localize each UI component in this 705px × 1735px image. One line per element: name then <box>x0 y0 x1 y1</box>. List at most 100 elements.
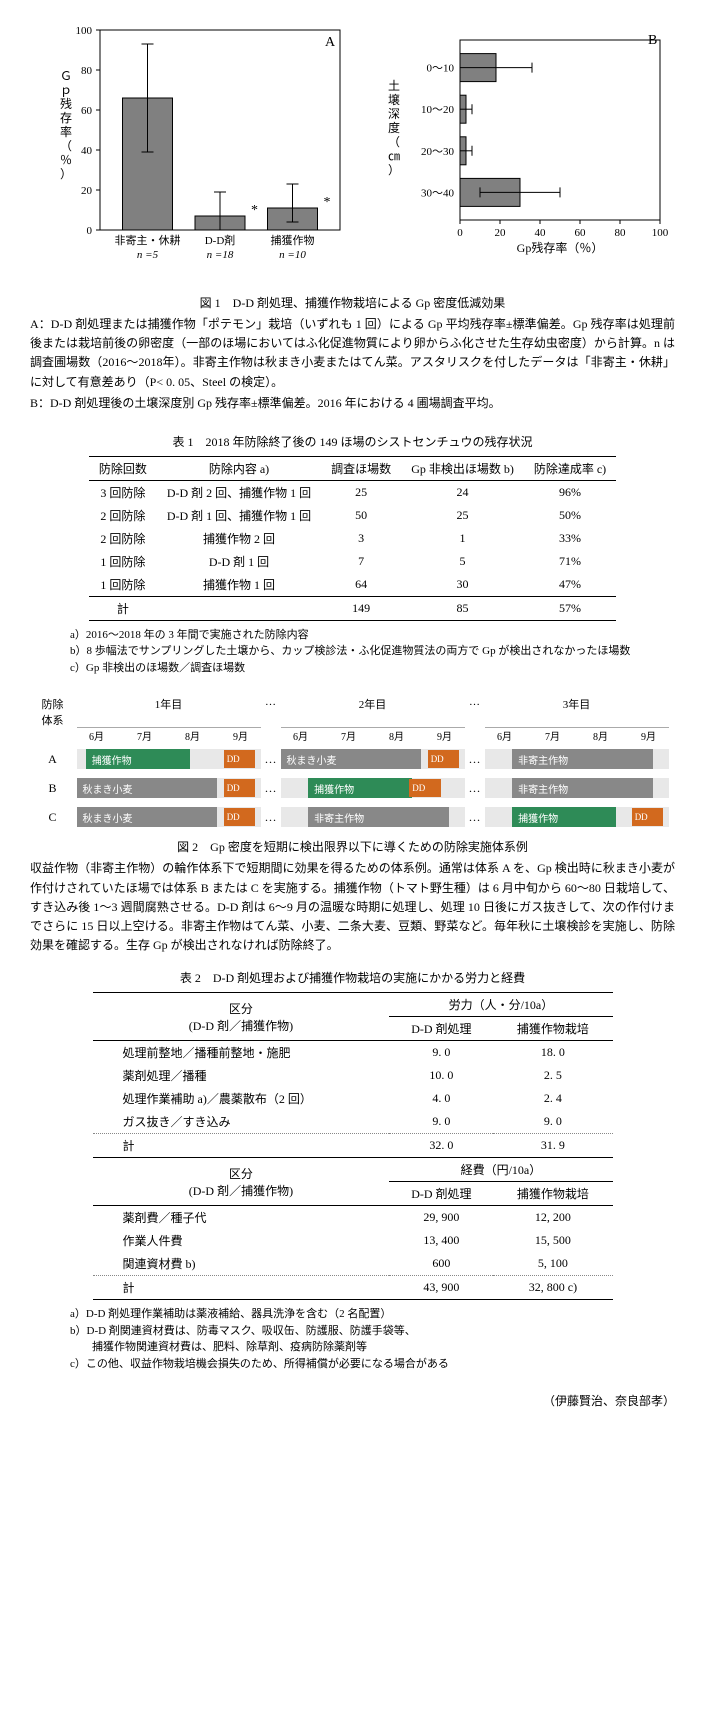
table2-cell: 処理前整地／播種前整地・施肥 <box>93 1041 390 1065</box>
sched-month: 7月 <box>529 728 577 743</box>
table1-cell: 96% <box>524 480 616 504</box>
sched-cell: 秋まき小麦 DD <box>281 749 465 769</box>
table1-sum: 計 <box>89 596 157 620</box>
sched-month: 9月 <box>421 728 469 743</box>
sched-item: 秋まき小麦 <box>77 807 218 827</box>
table1-sum <box>157 596 321 620</box>
sched-cell: 秋まき小麦DD <box>77 807 261 827</box>
sched-month: 7月 <box>121 728 169 743</box>
table1-header: Gp 非検出ほ場数 b) <box>401 456 524 480</box>
sched-item: 捕獲作物 <box>308 778 412 798</box>
table1-cell: 3 <box>321 527 401 550</box>
sched-month: 7月 <box>325 728 373 743</box>
sched-month: 8月 <box>577 728 625 743</box>
chart-a: 020406080100Ｇｐ残存率（％）非寄主・休耕n =5*D-D剤n =18… <box>30 20 350 284</box>
table1-cell: 64 <box>321 573 401 597</box>
sched-item: DD <box>428 750 460 768</box>
table2-title: 表 2 D-D 剤処理および捕獲作物栽培の実施にかかる労力と経費 <box>30 969 675 986</box>
table1-title: 表 1 2018 年防除終了後の 149 ほ場のシストセンチュウの残存状況 <box>30 433 675 450</box>
sched-year: 3年目 <box>485 696 669 728</box>
sched-cell: 非寄主作物 <box>281 807 465 827</box>
svg-text:非寄主・休耕: 非寄主・休耕 <box>115 233 181 247</box>
table1-note: c）Gp 非検出のほ場数／調査ほ場数 <box>70 660 675 677</box>
svg-text:100: 100 <box>76 25 93 37</box>
table1-cell: 25 <box>401 504 524 527</box>
author: （伊藤賢治、奈良部孝） <box>30 1392 675 1409</box>
svg-text:*: * <box>251 203 258 218</box>
sched-month: 6月 <box>73 728 121 743</box>
table2-cell: 2. 5 <box>493 1064 612 1087</box>
svg-text:80: 80 <box>81 65 93 77</box>
sched-row-label: C <box>33 810 73 825</box>
svg-text:10～20: 10～20 <box>421 104 454 116</box>
table1-sum: 85 <box>401 596 524 620</box>
sched-item: DD <box>224 779 256 797</box>
table1-cell: 捕獲作物 2 回 <box>157 527 321 550</box>
svg-text:40: 40 <box>535 227 547 239</box>
fig1-charts: 020406080100Ｇｐ残存率（％）非寄主・休耕n =5*D-D剤n =18… <box>30 20 675 284</box>
table1-cell: 47% <box>524 573 616 597</box>
table1-cell: 1 回防除 <box>89 573 157 597</box>
sched-year: 2年目 <box>281 696 465 728</box>
table1-cell: 25 <box>321 480 401 504</box>
table2-note: a）D-D 剤処理作業補助は薬液補給、器具洗浄を含む（2 名配置） <box>70 1306 675 1323</box>
table1-header: 防除達成率 c) <box>524 456 616 480</box>
table1-cell: 30 <box>401 573 524 597</box>
table1-cell: D-D 剤 2 回、捕獲作物 1 回 <box>157 480 321 504</box>
table2-cell: 9. 0 <box>389 1110 493 1134</box>
fig2-caption: 図 2 Gp 密度を短期に検出限界以下に導くための防除実施体系例 <box>30 838 675 855</box>
table1-header: 防除回数 <box>89 456 157 480</box>
table1-sum: 149 <box>321 596 401 620</box>
svg-text:60: 60 <box>81 105 93 117</box>
table2-cell: ガス抜き／すき込み <box>93 1110 390 1134</box>
table1-cell: 71% <box>524 550 616 573</box>
table1: 防除回数防除内容 a)調査ほ場数Gp 非検出ほ場数 b)防除達成率 c) 3 回防… <box>89 456 616 621</box>
svg-text:0: 0 <box>457 227 463 239</box>
table2-cell: 18. 0 <box>493 1041 612 1065</box>
table1-cell: 24 <box>401 480 524 504</box>
svg-text:n =18: n =18 <box>207 249 234 261</box>
table1-cell: 50% <box>524 504 616 527</box>
svg-text:30～40: 30～40 <box>421 187 454 199</box>
svg-text:60: 60 <box>575 227 587 239</box>
table2-cell: 9. 0 <box>493 1110 612 1134</box>
sched-item: 秋まき小麦 <box>77 778 218 798</box>
table2: 区分 (D-D 剤／捕獲作物)労力（人・分/10a）D-D 剤処理捕獲作物栽培処… <box>93 992 613 1300</box>
svg-text:捕獲作物: 捕獲作物 <box>271 233 315 247</box>
svg-text:40: 40 <box>81 145 93 157</box>
svg-text:Gp残存率（％）: Gp残存率（％） <box>517 240 604 255</box>
sched-month: 9月 <box>625 728 673 743</box>
table1-cell: 7 <box>321 550 401 573</box>
table2-note: c）この他、収益作物栽培機会損失のため、所得補償が必要になる場合がある <box>70 1356 675 1373</box>
table1-cell: 50 <box>321 504 401 527</box>
table2-notes: a）D-D 剤処理作業補助は薬液補給、器具洗浄を含む（2 名配置）b）D-D 剤… <box>70 1306 675 1372</box>
table1-header: 調査ほ場数 <box>321 456 401 480</box>
table1-cell: D-D 剤 1 回 <box>157 550 321 573</box>
table1-cell: 3 回防除 <box>89 480 157 504</box>
svg-text:D-D剤: D-D剤 <box>205 233 236 247</box>
table1-note: b）8 歩幅法でサンプリングした土壌から、カップ検診法・ふ化促進物質法の両方で … <box>70 643 675 660</box>
svg-text:100: 100 <box>652 227 669 239</box>
svg-text:20: 20 <box>495 227 507 239</box>
sched-cell: 捕獲作物DD <box>485 807 669 827</box>
svg-text:B: B <box>648 33 657 48</box>
sched-item: 捕獲作物 <box>512 807 616 827</box>
svg-text:*: * <box>324 195 331 210</box>
sched-item: 秋まき小麦 <box>281 749 422 769</box>
chart-b: 020406080100Gp残存率（％）土壌深度（㎝）0～1010～2020～3… <box>370 20 670 284</box>
sched-year: 1年目 <box>77 696 261 728</box>
table1-header: 防除内容 a) <box>157 456 321 480</box>
svg-text:0: 0 <box>87 225 93 237</box>
table1-note: a）2016～2018 年の 3 年間で実施された防除内容 <box>70 627 675 644</box>
sched-item: 捕獲作物 <box>86 749 190 769</box>
table1-cell: 捕獲作物 1 回 <box>157 573 321 597</box>
sched-cell: 非寄主作物 <box>485 778 669 798</box>
table1-cell: 2 回防除 <box>89 527 157 550</box>
fig1-desc-a: A：D-D 剤処理または捕獲作物「ポテモン」栽培（いずれも 1 回）による Gp… <box>30 315 675 392</box>
svg-text:Ｇｐ残存率（％）: Ｇｐ残存率（％） <box>60 69 72 181</box>
fig1-caption: 図 1 D-D 剤処理、捕獲作物栽培による Gp 密度低減効果 <box>30 294 675 311</box>
sched-month: 9月 <box>217 728 265 743</box>
sched-row-label: B <box>33 781 73 796</box>
svg-text:80: 80 <box>615 227 627 239</box>
svg-text:20～30: 20～30 <box>421 146 454 158</box>
